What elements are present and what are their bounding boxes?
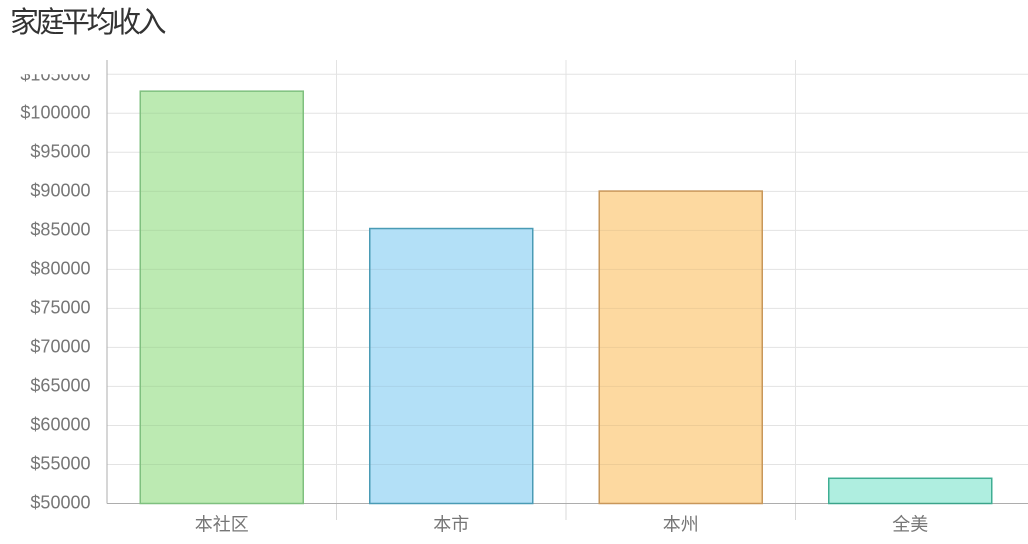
svg-text:$70000: $70000 xyxy=(30,337,90,357)
svg-text:$50000: $50000 xyxy=(30,493,90,513)
svg-text:$75000: $75000 xyxy=(30,298,90,318)
svg-text:$105000: $105000 xyxy=(20,65,90,85)
svg-text:$60000: $60000 xyxy=(30,415,90,435)
svg-text:本州: 本州 xyxy=(663,515,699,535)
svg-text:$80000: $80000 xyxy=(30,259,90,279)
svg-text:$65000: $65000 xyxy=(30,376,90,396)
svg-text:本市: 本市 xyxy=(433,515,469,535)
svg-text:$90000: $90000 xyxy=(30,181,90,201)
svg-text:$100000: $100000 xyxy=(20,103,90,123)
svg-text:本社区: 本社区 xyxy=(195,515,249,535)
svg-text:$85000: $85000 xyxy=(30,220,90,240)
svg-text:$55000: $55000 xyxy=(30,454,90,474)
svg-text:$95000: $95000 xyxy=(30,142,90,162)
svg-text:全美: 全美 xyxy=(892,515,928,535)
